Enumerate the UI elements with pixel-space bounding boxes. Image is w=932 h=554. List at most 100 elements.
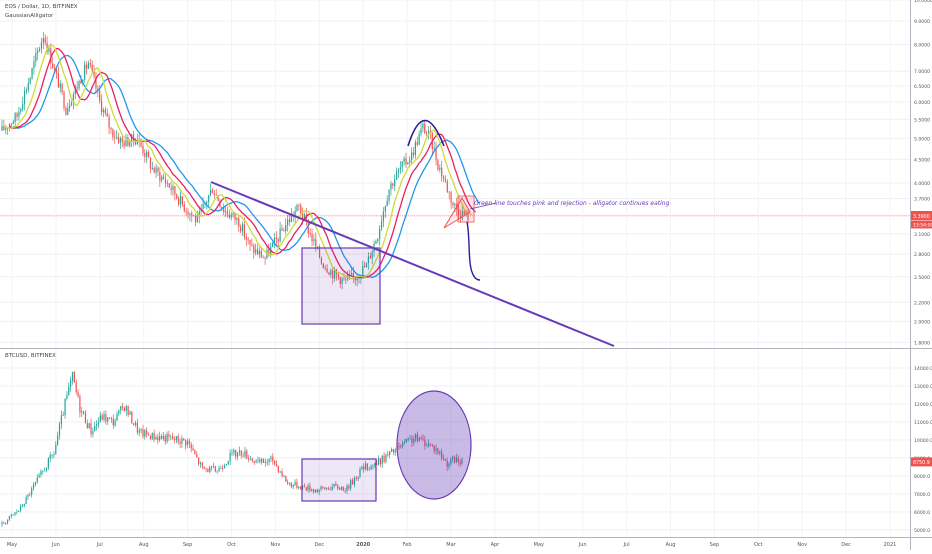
eos-candle-body [74,87,76,95]
btc-candle-body [405,438,407,443]
eos-candle-body [317,246,319,248]
btc-candle-body [110,417,113,419]
top-y-tick-label: 2.8000 [914,252,930,258]
x-tick-label: Jul [623,542,630,548]
btc-candle-body [442,457,445,459]
eos-candle-body [285,225,287,232]
eos-candle-body [5,128,7,130]
btc-candle-body [359,468,361,477]
eos-candle-body [97,88,99,91]
eos-candle-body [140,139,142,146]
btc-candle-body [246,450,248,459]
btc-candle-body [287,481,289,484]
eos-candle-body [305,214,308,222]
top-chart-title: EOS / Dollar, 1D, BITFINEX [5,4,78,10]
eos-candle-body [57,73,59,88]
btc-candle-body [90,423,92,435]
btc-candle-body [103,414,105,420]
top-y-tick-label: 5.5000 [914,117,930,123]
btc-candle-body [36,477,38,483]
eos-candle-body [426,133,428,134]
btc-candle-body [220,467,222,469]
btc-candle-body [411,438,413,443]
eos-candle-body [380,221,383,229]
eos-candle-body [1,125,3,131]
eos-candle-body [262,257,264,259]
btc-candle-body [335,483,337,486]
btc-candle-body [190,444,192,449]
btc-candle-body [283,475,285,477]
btc-candle-body [181,438,183,444]
btc-candle-body [333,483,335,487]
eos-candle-body [134,140,137,145]
eos-candle-body [326,268,328,273]
btc-candle-body [439,451,441,454]
btc-candle-body [3,522,5,524]
eos-candle-body [93,70,95,77]
btc-candle-body [264,462,266,464]
x-tick-label: Feb [403,542,412,548]
eos-candle-body [384,206,386,212]
btc-candle-body [160,435,163,439]
x-tick-label: Dec [841,542,851,548]
eos-candle-body [50,48,52,64]
eos-countdown-tag [911,220,932,229]
eos-candle-body [37,50,39,54]
btc-candle-body [5,523,7,524]
btc-candle-body [205,468,207,470]
eos-candle-body [52,63,54,69]
btc-candle-body [340,487,343,490]
btc-candle-body [105,414,107,422]
btc-candle-body [457,457,459,462]
btc-candle-body [309,485,311,491]
eos-candle-body [264,257,266,259]
btc-last-price-tag [911,457,932,467]
eos-candle-body [245,236,247,240]
eos-candle-body [294,211,296,217]
btc-candle-body [318,489,320,493]
eos-candle-body [132,134,135,141]
btc-candle-body [108,417,111,419]
btc-candle-body [372,465,374,467]
eos-last-price-tag [911,210,932,220]
btc-candle-body [131,411,133,424]
eos-candle-body [121,138,123,142]
btc-candle-body [281,471,283,477]
btc-candle-body [431,444,433,446]
top-y-tick-label: 2.5000 [914,275,930,281]
top-y-tick-label: 4.0000 [914,181,930,187]
btc-candle-body [255,460,257,463]
btc-candle-body [248,458,250,460]
btc-candle-body [183,438,185,441]
eos-candle-body [46,42,48,52]
eos-candle-body [106,113,108,117]
eos-candle-body [241,224,244,232]
eos-candle-body [288,219,291,222]
eos-candle-body [386,200,388,207]
eos-candle-body [87,63,90,69]
x-tick-label: May [534,542,544,548]
eos-candle-body [100,100,103,113]
eos-candle-body [198,211,200,217]
btc-candle-body [368,469,370,470]
alligator-teeth-line [9,47,476,279]
eos-candle-body [31,68,33,79]
eos-candle-body [407,162,409,165]
btc-candle-body [134,423,137,425]
eos-candle-body [258,250,261,255]
eos-candle-body [332,270,334,279]
top-y-tick-label: 2.0000 [914,319,930,325]
btc-candle-body [140,429,142,431]
btc-candle-body [244,450,246,457]
eos-candle-body [119,138,121,143]
btc-candle-body [392,448,394,453]
eos-candle-body [149,157,152,169]
x-tick-label: Jul [96,542,103,548]
btc-candle-body [383,455,385,462]
eos-candle-body [230,214,232,218]
eos-candle-body [54,68,56,70]
drawings [0,119,910,502]
eos-candle-body [251,244,253,246]
btc-candle-body [203,466,205,469]
eos-candle-body [10,123,13,125]
